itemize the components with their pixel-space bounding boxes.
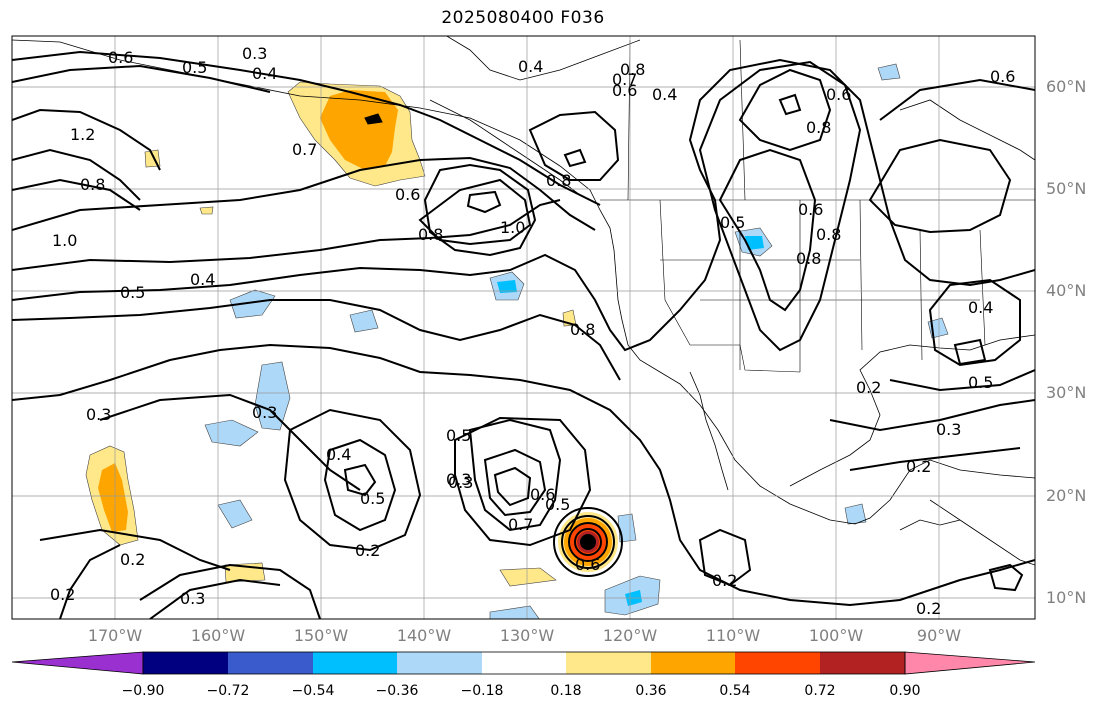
- lat-label: 30°N: [1046, 383, 1087, 402]
- contour-label: 0.4: [652, 85, 677, 104]
- max-marker: [364, 113, 383, 125]
- colorbar-segment: [482, 652, 566, 674]
- shaded-regions: [85, 63, 949, 619]
- contour-label: 0.6: [395, 185, 420, 204]
- contour-label: 0.3: [252, 403, 277, 422]
- lon-label: 100°W: [808, 626, 864, 645]
- contour-label: 0.7: [612, 70, 637, 89]
- contour-label: 0.5: [545, 495, 570, 514]
- lat-label: 10°N: [1046, 588, 1087, 607]
- contour-label: 0.2: [712, 571, 737, 590]
- contour-label: 0.2: [916, 599, 941, 618]
- contour-label: 0.8: [80, 175, 105, 194]
- contour-label: 0.8: [816, 225, 841, 244]
- lat-label: 20°N: [1046, 486, 1087, 505]
- colorbar-tick-label: −0.72: [206, 683, 250, 699]
- lat-label: 40°N: [1046, 281, 1087, 300]
- contour-label: 0.5: [360, 489, 385, 508]
- contour-label: 0.6: [990, 67, 1015, 86]
- colorbar-tick-label: −0.54: [291, 683, 335, 699]
- colorbar-tick-label: 0.54: [719, 683, 751, 699]
- contour-label: 0.8: [546, 171, 571, 190]
- contour-label: 0.8: [418, 225, 443, 244]
- colorbar-tick-label: 0.90: [889, 683, 921, 699]
- contour-label: 0.2: [50, 585, 75, 604]
- contour-label: 0.4: [252, 64, 277, 83]
- lon-label: 120°W: [602, 626, 658, 645]
- contour-label: 1.0: [500, 218, 525, 237]
- colorbar-extend-max: [904, 651, 1036, 675]
- contour-label: 1.0: [52, 231, 77, 250]
- contour-label: 0.5: [446, 426, 471, 445]
- contour-label: 0.4: [326, 445, 351, 464]
- lon-label: 110°W: [705, 626, 761, 645]
- map-frame: [11, 35, 1036, 620]
- contour-lines: [12, 50, 1035, 619]
- contour-label: 0.5: [968, 373, 993, 392]
- graticule: [12, 36, 1035, 619]
- lon-label: 140°W: [396, 626, 452, 645]
- lat-label: 60°N: [1046, 77, 1087, 96]
- colorbar-segment: [143, 652, 228, 674]
- map-title: 2025080400 F036: [441, 8, 605, 28]
- colorbar-segment: [820, 652, 905, 674]
- contour-label: 0.2: [120, 550, 145, 569]
- lon-label: 90°W: [916, 626, 962, 645]
- contour-label: 0.7: [292, 140, 317, 159]
- contour-label: 0.5: [182, 58, 207, 77]
- contour-label: 0.4: [968, 298, 993, 317]
- contour-label: 0.6: [575, 555, 600, 574]
- colorbar-tick-label: −0.18: [460, 683, 504, 699]
- colorbar: [11, 651, 1036, 675]
- contour-label: 0.3: [86, 405, 111, 424]
- contour-label: 0.5: [720, 213, 745, 232]
- colorbar-tick-label: −0.90: [121, 683, 165, 699]
- contour-label-layer: 0.6 0.5 0.3 0.4 0.7 1.2 0.8 1.0 0.6 0.8 …: [50, 44, 1015, 618]
- colorbar-segment: [397, 652, 482, 674]
- colorbar-tick-label: 0.36: [635, 683, 667, 699]
- colorbar-segment: [566, 652, 651, 674]
- colorbar-extend-min: [11, 651, 144, 675]
- colorbar-tick-label: 0.72: [804, 683, 836, 699]
- contour-label: 0.8: [796, 249, 821, 268]
- contour-label: 0.6: [108, 48, 133, 67]
- contour-label: 0.3: [180, 589, 205, 608]
- contour-label: 0.6: [798, 200, 823, 219]
- colorbar-segment: [651, 652, 735, 674]
- contour-label: 0.3: [936, 420, 961, 439]
- contour-label: 0.7: [508, 515, 533, 534]
- contour-label: 0.3: [242, 44, 267, 63]
- contour-label: 0.2: [856, 378, 881, 397]
- storm-center-marker: [580, 534, 596, 550]
- lat-label: 50°N: [1046, 179, 1087, 198]
- colorbar-segment: [735, 652, 820, 674]
- colorbar-tick-label: 0.18: [550, 683, 582, 699]
- contour-label: 0.2: [906, 457, 931, 476]
- contour-label: 0.2: [355, 541, 380, 560]
- colorbar-segment: [313, 652, 397, 674]
- contour-label: 0.5: [120, 283, 145, 302]
- lon-label: 160°W: [190, 626, 246, 645]
- contour-label: 0.3: [446, 470, 471, 489]
- contour-label: 0.6: [530, 485, 555, 504]
- coastlines: [12, 36, 1035, 566]
- contour-label: 0.3: [448, 473, 473, 492]
- contour-label: 1.2: [70, 125, 95, 144]
- lon-label: 130°W: [499, 626, 555, 645]
- contour-label: 0.4: [518, 57, 543, 76]
- colorbar-tick-label: −0.36: [375, 683, 419, 699]
- contour-label: 0.4: [190, 270, 215, 289]
- contour-label: 0.8: [806, 118, 831, 137]
- lon-label: 170°W: [87, 626, 143, 645]
- colorbar-segment: [228, 652, 313, 674]
- contour-label: 0.6: [612, 81, 637, 100]
- contour-label: 0.6: [826, 85, 851, 104]
- contour-label: 0.8: [570, 320, 595, 339]
- lon-label: 150°W: [293, 626, 349, 645]
- contour-label: 0.8: [620, 60, 645, 79]
